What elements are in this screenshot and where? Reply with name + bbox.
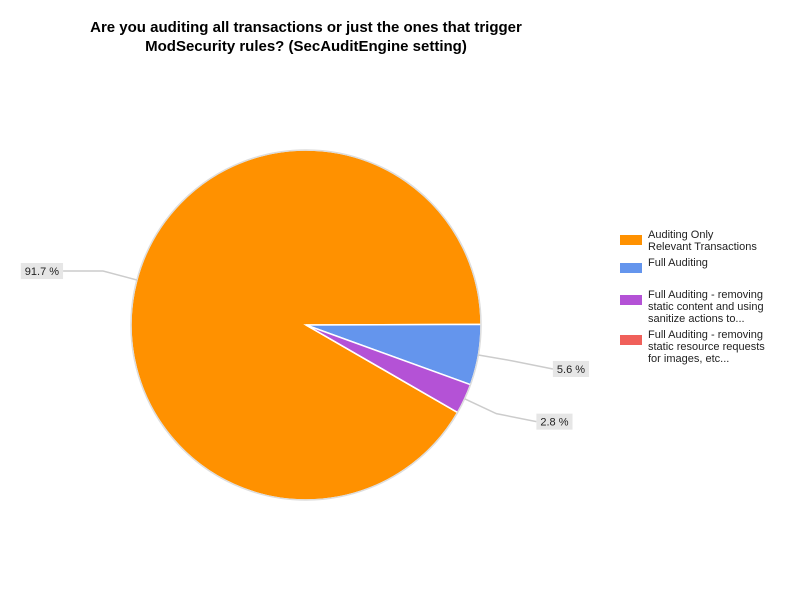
leader-line xyxy=(464,398,537,423)
data-label: 2.8 % xyxy=(540,417,568,429)
data-label-bg xyxy=(20,263,64,280)
legend-label: Auditing Only Relevant Transactions xyxy=(648,229,757,253)
legend-swatch xyxy=(620,263,642,273)
legend-swatch xyxy=(620,295,642,305)
leader-line xyxy=(478,354,554,370)
data-label: 5.6 % xyxy=(557,364,585,376)
legend-label: Full Auditing - removing static resource … xyxy=(648,329,765,365)
data-label-bg xyxy=(552,360,590,377)
legend-label: Full Auditing - removing static content a… xyxy=(648,289,764,325)
data-label-bg xyxy=(536,413,573,430)
chart-title: Are you auditing all transactions or jus… xyxy=(90,19,522,55)
legend-label: Full Auditing xyxy=(648,257,708,269)
pie-outline xyxy=(130,149,482,501)
data-label: 91.7 % xyxy=(25,266,59,278)
leader-line xyxy=(63,270,138,281)
legend-swatch xyxy=(620,335,642,345)
legend-swatch xyxy=(620,235,642,245)
